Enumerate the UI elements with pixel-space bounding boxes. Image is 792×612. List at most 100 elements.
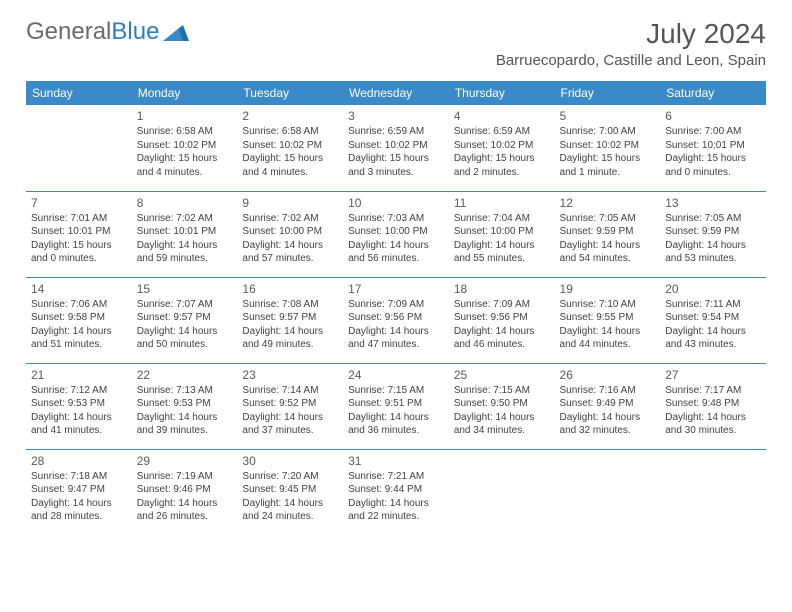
day-number: 25 — [454, 367, 550, 383]
cell-line: Sunrise: 7:15 AM — [454, 384, 550, 398]
cell-line: Daylight: 15 hours — [31, 239, 127, 253]
cell-line: and 54 minutes. — [560, 252, 656, 266]
cell-line: Sunrise: 7:08 AM — [242, 298, 338, 312]
cell-line: Sunset: 10:00 PM — [348, 225, 444, 239]
cell-line: Sunrise: 7:16 AM — [560, 384, 656, 398]
day-number: 19 — [560, 281, 656, 297]
logo-part2: Blue — [111, 18, 159, 45]
cell-line: Sunset: 9:57 PM — [242, 311, 338, 325]
cell-line: and 47 minutes. — [348, 338, 444, 352]
cell-line: Daylight: 14 hours — [242, 325, 338, 339]
cell-line: and 53 minutes. — [665, 252, 761, 266]
day-number: 28 — [31, 453, 127, 469]
day-header: Saturday — [660, 81, 766, 105]
calendar-cell: 27Sunrise: 7:17 AMSunset: 9:48 PMDayligh… — [660, 363, 766, 449]
day-header: Monday — [132, 81, 238, 105]
cell-line: and 32 minutes. — [560, 424, 656, 438]
cell-line: Daylight: 14 hours — [242, 239, 338, 253]
cell-line: Daylight: 15 hours — [242, 152, 338, 166]
cell-line: Daylight: 14 hours — [454, 325, 550, 339]
day-number: 1 — [137, 108, 233, 124]
cell-line: Daylight: 14 hours — [348, 325, 444, 339]
cell-line: Daylight: 14 hours — [560, 239, 656, 253]
cell-line: Sunset: 10:02 PM — [137, 139, 233, 153]
cell-line: and 56 minutes. — [348, 252, 444, 266]
cell-line: Sunset: 9:59 PM — [560, 225, 656, 239]
cell-line: Sunset: 10:01 PM — [31, 225, 127, 239]
calendar-cell: 9Sunrise: 7:02 AMSunset: 10:00 PMDayligh… — [237, 191, 343, 277]
cell-line: Sunrise: 7:14 AM — [242, 384, 338, 398]
day-number: 17 — [348, 281, 444, 297]
calendar-cell: 21Sunrise: 7:12 AMSunset: 9:53 PMDayligh… — [26, 363, 132, 449]
cell-line: Daylight: 14 hours — [242, 411, 338, 425]
day-number: 6 — [665, 108, 761, 124]
calendar-row: 21Sunrise: 7:12 AMSunset: 9:53 PMDayligh… — [26, 363, 766, 449]
cell-line: Sunset: 9:59 PM — [665, 225, 761, 239]
calendar-cell: 2Sunrise: 6:58 AMSunset: 10:02 PMDayligh… — [237, 105, 343, 191]
calendar-cell: 8Sunrise: 7:02 AMSunset: 10:01 PMDayligh… — [132, 191, 238, 277]
cell-line: Sunset: 9:45 PM — [242, 483, 338, 497]
cell-line: and 36 minutes. — [348, 424, 444, 438]
cell-line: Daylight: 14 hours — [31, 325, 127, 339]
cell-line: and 55 minutes. — [454, 252, 550, 266]
cell-line: and 49 minutes. — [242, 338, 338, 352]
calendar-cell: 16Sunrise: 7:08 AMSunset: 9:57 PMDayligh… — [237, 277, 343, 363]
cell-line: Sunset: 10:02 PM — [454, 139, 550, 153]
calendar-cell: 31Sunrise: 7:21 AMSunset: 9:44 PMDayligh… — [343, 449, 449, 535]
cell-line: Sunset: 9:53 PM — [31, 397, 127, 411]
cell-line: Sunset: 9:46 PM — [137, 483, 233, 497]
day-number: 29 — [137, 453, 233, 469]
calendar-cell: 5Sunrise: 7:00 AMSunset: 10:02 PMDayligh… — [555, 105, 661, 191]
cell-line: and 59 minutes. — [137, 252, 233, 266]
cell-line: Daylight: 14 hours — [137, 239, 233, 253]
calendar-cell: 17Sunrise: 7:09 AMSunset: 9:56 PMDayligh… — [343, 277, 449, 363]
calendar-cell: 3Sunrise: 6:59 AMSunset: 10:02 PMDayligh… — [343, 105, 449, 191]
day-number: 5 — [560, 108, 656, 124]
logo-text: GeneralBlue — [26, 18, 159, 46]
cell-line: Sunrise: 7:20 AM — [242, 470, 338, 484]
calendar-row: 28Sunrise: 7:18 AMSunset: 9:47 PMDayligh… — [26, 449, 766, 535]
cell-line: Sunrise: 7:09 AM — [348, 298, 444, 312]
cell-line: Daylight: 14 hours — [665, 411, 761, 425]
calendar-cell: 30Sunrise: 7:20 AMSunset: 9:45 PMDayligh… — [237, 449, 343, 535]
calendar-cell: 29Sunrise: 7:19 AMSunset: 9:46 PMDayligh… — [132, 449, 238, 535]
cell-line: Sunrise: 7:01 AM — [31, 212, 127, 226]
cell-line: and 43 minutes. — [665, 338, 761, 352]
cell-line: Sunrise: 6:59 AM — [454, 125, 550, 139]
cell-line: Sunrise: 7:10 AM — [560, 298, 656, 312]
cell-line: and 0 minutes. — [31, 252, 127, 266]
cell-line: Sunset: 10:00 PM — [454, 225, 550, 239]
cell-line: Sunset: 9:47 PM — [31, 483, 127, 497]
header: GeneralBlue July 2024 Barruecopardo, Cas… — [26, 18, 766, 69]
cell-line: Sunrise: 7:21 AM — [348, 470, 444, 484]
day-number: 23 — [242, 367, 338, 383]
cell-line: Sunrise: 7:00 AM — [665, 125, 761, 139]
cell-line: and 50 minutes. — [137, 338, 233, 352]
cell-line: Sunset: 10:02 PM — [560, 139, 656, 153]
calendar-cell: 4Sunrise: 6:59 AMSunset: 10:02 PMDayligh… — [449, 105, 555, 191]
calendar-cell: 6Sunrise: 7:00 AMSunset: 10:01 PMDayligh… — [660, 105, 766, 191]
calendar-cell: 20Sunrise: 7:11 AMSunset: 9:54 PMDayligh… — [660, 277, 766, 363]
calendar-cell: 23Sunrise: 7:14 AMSunset: 9:52 PMDayligh… — [237, 363, 343, 449]
cell-line: and 44 minutes. — [560, 338, 656, 352]
day-number: 12 — [560, 195, 656, 211]
month-title: July 2024 — [496, 18, 766, 50]
cell-line: Sunrise: 7:15 AM — [348, 384, 444, 398]
cell-line: Sunset: 9:58 PM — [31, 311, 127, 325]
cell-line: Daylight: 14 hours — [348, 411, 444, 425]
cell-line: Sunrise: 7:05 AM — [560, 212, 656, 226]
calendar-cell — [449, 449, 555, 535]
cell-line: Daylight: 14 hours — [31, 497, 127, 511]
cell-line: and 41 minutes. — [31, 424, 127, 438]
calendar-row: 7Sunrise: 7:01 AMSunset: 10:01 PMDayligh… — [26, 191, 766, 277]
day-number: 18 — [454, 281, 550, 297]
cell-line: Sunrise: 7:04 AM — [454, 212, 550, 226]
day-header-row: SundayMondayTuesdayWednesdayThursdayFrid… — [26, 81, 766, 105]
calendar-cell: 25Sunrise: 7:15 AMSunset: 9:50 PMDayligh… — [449, 363, 555, 449]
cell-line: and 46 minutes. — [454, 338, 550, 352]
cell-line: Daylight: 14 hours — [242, 497, 338, 511]
day-number: 9 — [242, 195, 338, 211]
day-header: Friday — [555, 81, 661, 105]
day-number: 21 — [31, 367, 127, 383]
day-number: 16 — [242, 281, 338, 297]
